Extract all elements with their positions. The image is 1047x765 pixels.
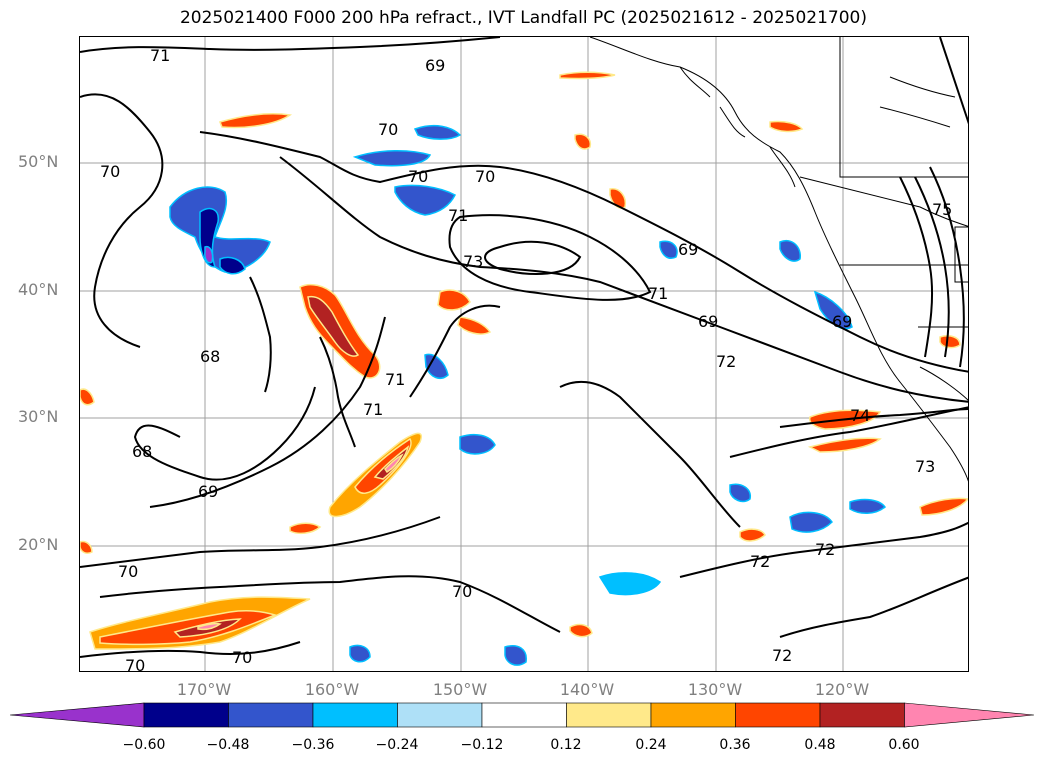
lon-label: 170°W [176,680,232,699]
colorbar-tick: 0.12 [550,737,582,753]
contour-label: 70 [452,582,472,601]
colorbar-segment [650,702,736,728]
positive-shading [80,71,968,650]
contour-label: 75 [932,200,952,219]
contour-label: 70 [408,167,428,186]
contour-label: 71 [448,206,468,225]
contour-label: 74 [850,406,870,425]
colorbar-segment [312,702,398,728]
colorbar-segment [397,702,483,728]
contour-label: 70 [100,162,120,181]
colorbar-tick: −0.12 [460,737,504,753]
lat-label: 20°N [18,535,59,554]
contour-label: 72 [815,540,835,559]
lon-label: 140°W [559,680,615,699]
colorbar-segment [481,702,567,728]
contour-label: 72 [772,646,792,665]
negative-shading [169,124,887,666]
colorbar [9,702,1035,728]
contours [80,37,968,658]
map-panel: 71 69 70 70 70 70 71 73 69 69 69 68 72 7… [79,36,969,672]
colorbar-tick: 0.24 [635,737,667,753]
contour-label: 70 [118,562,138,581]
contour-label: 71 [648,284,668,303]
contour-label: 69 [832,312,852,331]
contour-label: 72 [750,552,770,571]
colorbar-tick: 0.48 [804,737,836,753]
coastlines [589,37,968,482]
colorbar-segment [566,702,652,728]
contour-label: 71 [385,370,405,389]
contour-label: 73 [915,457,935,476]
lon-label: 160°W [304,680,360,699]
contour-label: 70 [232,648,252,667]
contour-label: 68 [132,442,152,461]
lon-label: 150°W [432,680,488,699]
colorbar-tick: −0.48 [206,737,250,753]
colorbar-tick: 0.60 [888,737,920,753]
contour-label: 69 [698,312,718,331]
lon-label: 120°W [814,680,870,699]
colorbar-segment [228,702,314,728]
contour-label: 71 [150,46,170,65]
map-title: 2025021400 F000 200 hPa refract., IVT La… [179,8,867,28]
colorbar-segment [735,702,821,728]
lat-label: 40°N [18,280,59,299]
contour-label: 69 [678,240,698,259]
colorbar-tick: −0.36 [291,737,335,753]
colorbar-extend-high [904,702,1035,728]
colorbar-tick: 0.36 [719,737,751,753]
graticule [80,37,968,671]
contour-label: 73 [463,252,483,271]
contour-label: 71 [363,400,383,419]
map-svg: 71 69 70 70 70 70 71 73 69 69 69 68 72 7… [80,37,968,672]
lon-label: 130°W [687,680,743,699]
colorbar-segment [819,702,905,728]
lat-label: 30°N [18,407,59,426]
colorbar-tick: −0.24 [375,737,419,753]
contour-label: 70 [378,120,398,139]
colorbar-extend-low [9,702,145,728]
contour-label: 72 [716,352,736,371]
colorbar-tick: −0.60 [122,737,166,753]
contour-label: 69 [425,56,445,75]
colorbar-segment [143,702,229,728]
contour-labels: 71 69 70 70 70 70 71 73 69 69 69 68 72 7… [100,46,952,672]
contour-label: 68 [200,347,220,366]
contour-label: 70 [475,167,495,186]
contour-label: 70 [125,656,145,672]
contour-label: 69 [198,482,218,501]
lat-label: 50°N [18,152,59,171]
